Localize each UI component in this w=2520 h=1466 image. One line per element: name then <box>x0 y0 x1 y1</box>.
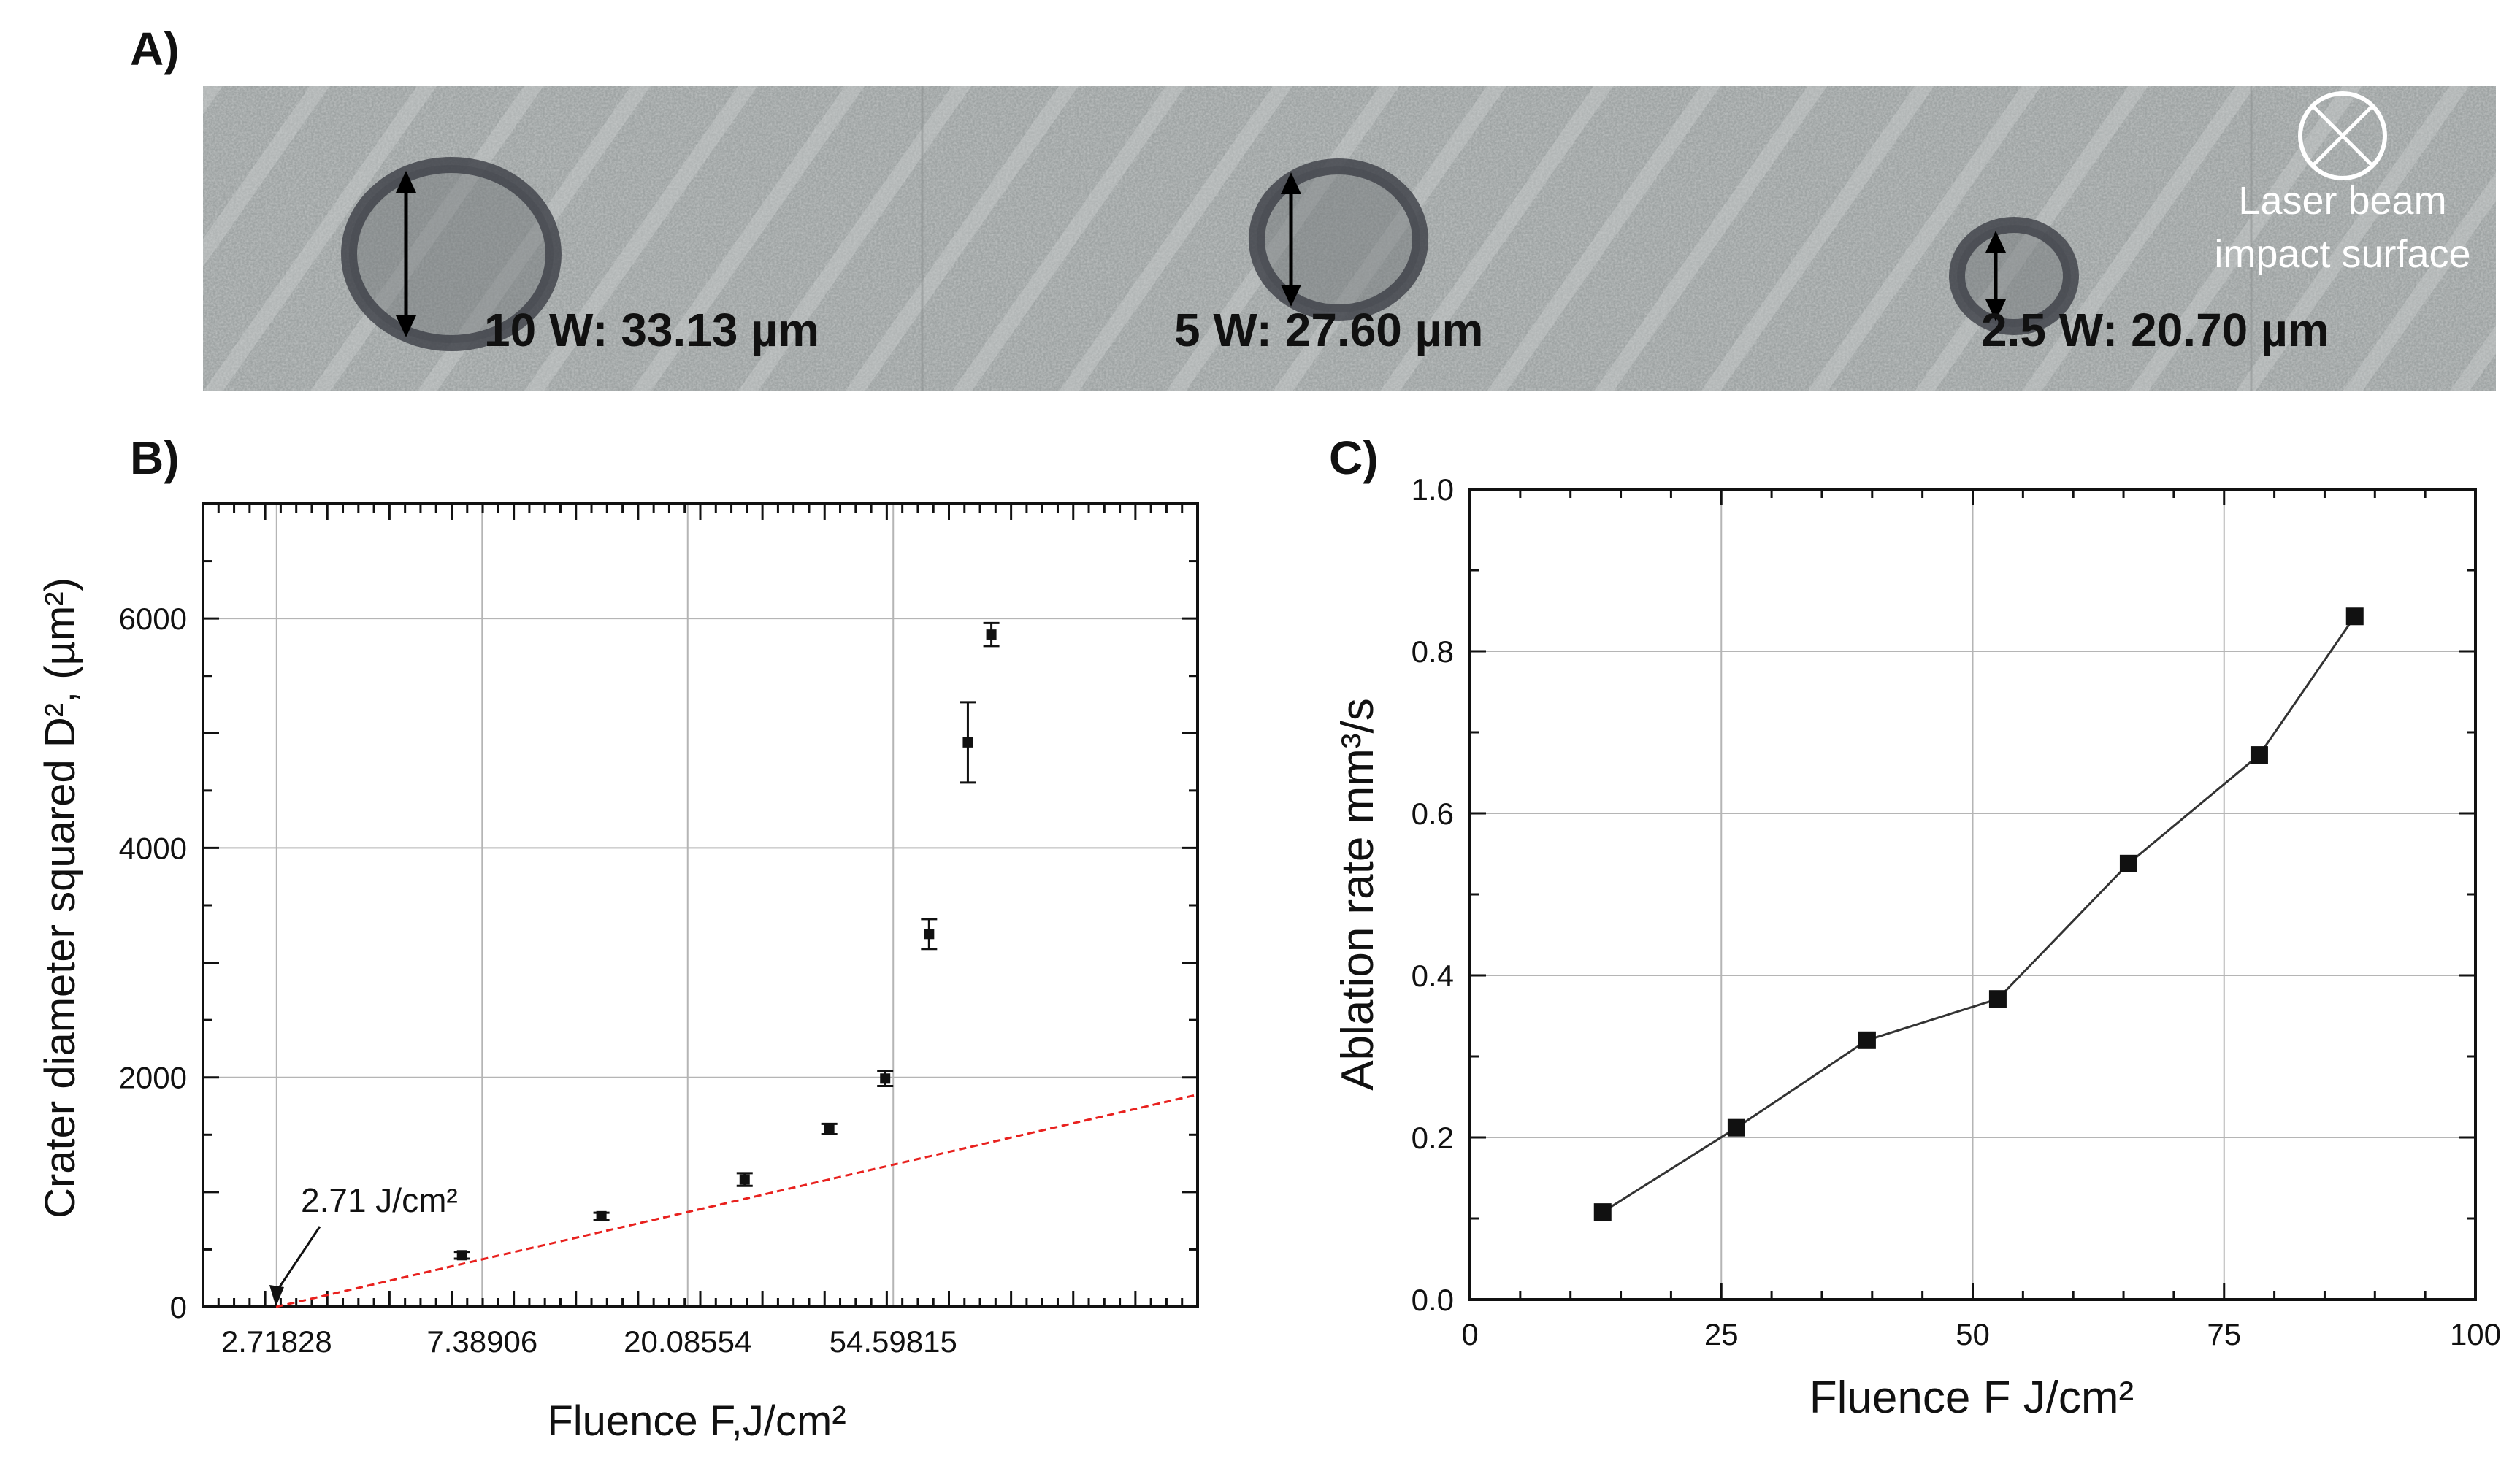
legend-line1: Laser beam <box>2238 179 2446 223</box>
chart-b-point <box>962 737 973 748</box>
chart-b-ytick-label: 2000 <box>119 1061 187 1095</box>
chart-c-point <box>2345 607 2364 626</box>
chart-b-frame <box>202 502 1199 1308</box>
chart-b-point <box>739 1174 750 1185</box>
chart-c-frame <box>1468 488 2477 1301</box>
chart-c-series-line <box>1601 615 2356 1213</box>
chart-c-xtick-label: 25 <box>1704 1317 1739 1351</box>
chart-c-ytick-label: 0.6 <box>1412 797 1454 831</box>
chart-b-annotation: 2.71 J/cm² <box>301 1181 458 1219</box>
micrograph-image: 10 W: 33.13 µm 5 W: 27.60 µm 2.5 W: 20.70 … <box>203 86 2496 391</box>
crater-rim <box>1249 158 1428 321</box>
chart-b-point <box>924 929 935 940</box>
surface-texture <box>203 86 2496 391</box>
chart-c-ytick-label: 0.0 <box>1412 1283 1454 1317</box>
chart-b-xlabel: Fluence F,J/cm² <box>547 1397 846 1445</box>
crater-rim <box>1949 217 2079 335</box>
panel-label-b: B) <box>130 431 180 484</box>
crater-rim <box>341 157 562 351</box>
chart-b-point <box>456 1250 467 1261</box>
diameter-arrow-head-top <box>1281 172 1301 194</box>
chart-b-xtick-label: 7.38906 <box>426 1324 537 1359</box>
chart-c-point <box>1858 1031 1876 1049</box>
panel-label-a: A) <box>130 23 180 75</box>
chart-b-annotation-arrow <box>277 1226 321 1289</box>
chart-b-annotation-arrowhead <box>269 1285 284 1307</box>
chart-b-point <box>596 1210 607 1221</box>
crater-diameter-label: 2.5 W: 20.70 µm <box>1981 304 2329 356</box>
chart-b-xtick-label: 20.08554 <box>624 1324 751 1359</box>
diameter-arrow-head-bottom <box>396 315 416 337</box>
chart-c-point <box>1988 990 2007 1008</box>
panel-label-c: C) <box>1329 431 1379 484</box>
chart-b-point <box>880 1073 891 1084</box>
chart-c-ytick-label: 0.8 <box>1412 634 1454 669</box>
chart-c-ytick-label: 0.2 <box>1412 1121 1454 1155</box>
chart-c-point <box>2119 854 2137 872</box>
chart-c-xtick-label: 0 <box>1461 1317 1478 1351</box>
chart-b-ytick-label: 6000 <box>119 602 187 636</box>
legend-beam-symbol <box>2298 91 2387 180</box>
chart-c-ylabel: Ablation rate mm³/s <box>1333 698 1383 1091</box>
chart-b-ylabel: Crater diameter squared D², (µm²) <box>37 577 84 1219</box>
crater-diameter-label: 5 W: 27.60 µm <box>1174 304 1483 356</box>
chart-c-ytick-label: 0.4 <box>1412 959 1454 993</box>
crater-interior <box>349 165 554 343</box>
crater-interior <box>1957 225 2071 327</box>
crater-interior <box>1257 166 1420 312</box>
chart-c-ytick-label: 1.0 <box>1412 472 1454 507</box>
chart-b-ytick-label: 4000 <box>119 831 187 865</box>
chart-b-point <box>824 1124 835 1135</box>
chart-c-point <box>1593 1203 1612 1221</box>
chart-c-point <box>2250 746 2268 764</box>
chart-c-xtick-label: 50 <box>1956 1317 1990 1351</box>
chart-b-xtick-label: 54.59815 <box>830 1324 957 1359</box>
legend-line2: impact surface <box>2214 232 2470 276</box>
crater-diameter-label: 10 W: 33.13 µm <box>484 304 819 356</box>
diameter-arrow-head-bottom <box>1985 299 2006 321</box>
diameter-arrow-head-top <box>396 171 416 193</box>
chart-b-fit-line <box>275 1093 1198 1308</box>
diameter-arrow-head-bottom <box>1281 285 1301 307</box>
chart-c-point <box>1727 1118 1745 1137</box>
chart-b-xtick-label: 2.71828 <box>221 1324 332 1359</box>
chart-b-ytick-label: 0 <box>170 1290 187 1324</box>
chart-c-xlabel: Fluence F J/cm² <box>1809 1373 2134 1423</box>
chart-b-point <box>986 629 997 640</box>
chart-c-xtick-label: 100 <box>2450 1317 2501 1351</box>
chart-c-xtick-label: 75 <box>2207 1317 2241 1351</box>
diameter-arrow-head-top <box>1985 231 2006 253</box>
